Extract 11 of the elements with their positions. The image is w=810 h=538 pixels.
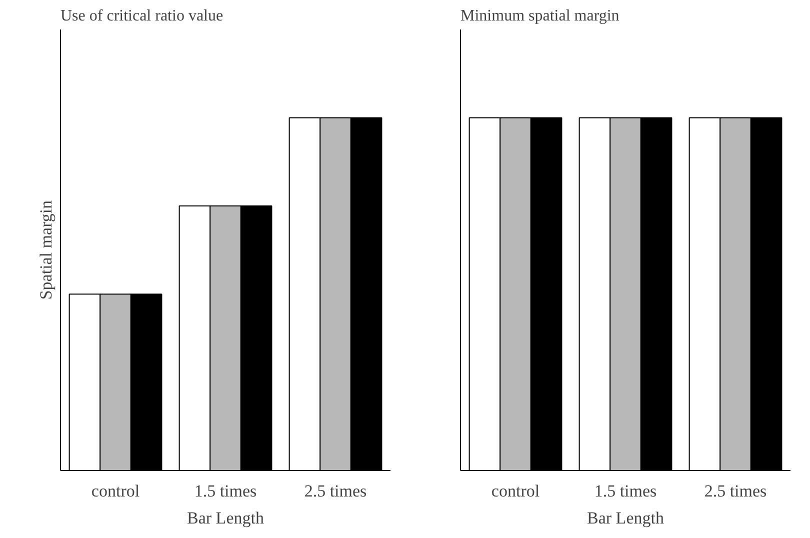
- x-tick-label: 2.5 times: [704, 482, 767, 500]
- x-tick-label: 1.5 times: [194, 482, 257, 500]
- x-tick-label: control: [491, 482, 540, 500]
- x-tick-label: 2.5 times: [304, 482, 367, 500]
- x-tick-label: control: [91, 482, 140, 500]
- x-axis-title: Bar Length: [187, 508, 264, 528]
- x-axis-title: Bar Length: [587, 508, 664, 528]
- x-tick-label: 1.5 times: [594, 482, 657, 500]
- chart-title: Minimum spatial margin: [460, 8, 620, 24]
- y-axis-title: Spatial margin: [36, 200, 56, 300]
- chart-title: Use of critical ratio value: [60, 8, 224, 24]
